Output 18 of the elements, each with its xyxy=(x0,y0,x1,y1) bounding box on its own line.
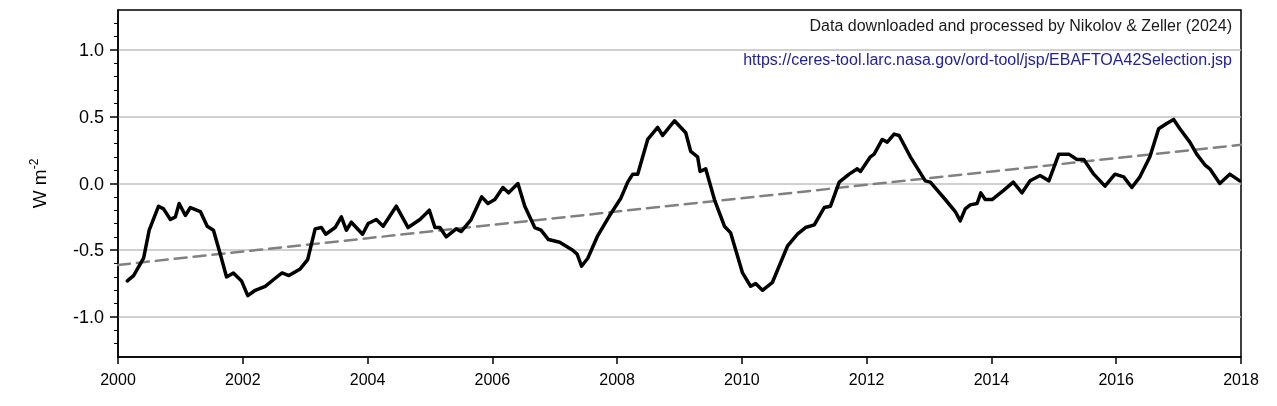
x-tick-label: 2014 xyxy=(973,370,1010,388)
y-axis-title: W m-2 xyxy=(27,158,50,209)
y-tick-label: 1.0 xyxy=(78,40,104,61)
x-tick-label: 2002 xyxy=(224,370,261,388)
annotation: Data downloaded and processed by Nikolov & Zeller (2024) xyxy=(809,16,1232,34)
x-tick-label: 2008 xyxy=(599,370,636,388)
annotation: https://ceres-tool.larc.nasa.gov/ord-tool/jsp/EBAFTOA42Selection.jsp xyxy=(743,50,1233,68)
x-tick-label: 2010 xyxy=(724,370,760,388)
x-tick-label: 2004 xyxy=(349,370,386,388)
x-tick-label: 2006 xyxy=(474,370,511,388)
y-tick-label: 0.0 xyxy=(78,173,104,194)
x-tick-label: 2018 xyxy=(1223,370,1259,388)
x-tick-label: 2012 xyxy=(848,370,885,388)
x-tick-label: 2016 xyxy=(1098,370,1135,388)
y-tick-label: -0.5 xyxy=(72,240,104,261)
x-tick-label: 2000 xyxy=(100,370,136,388)
y-tick-label: 0.5 xyxy=(78,106,104,127)
y-tick-label: -1.0 xyxy=(72,306,104,327)
